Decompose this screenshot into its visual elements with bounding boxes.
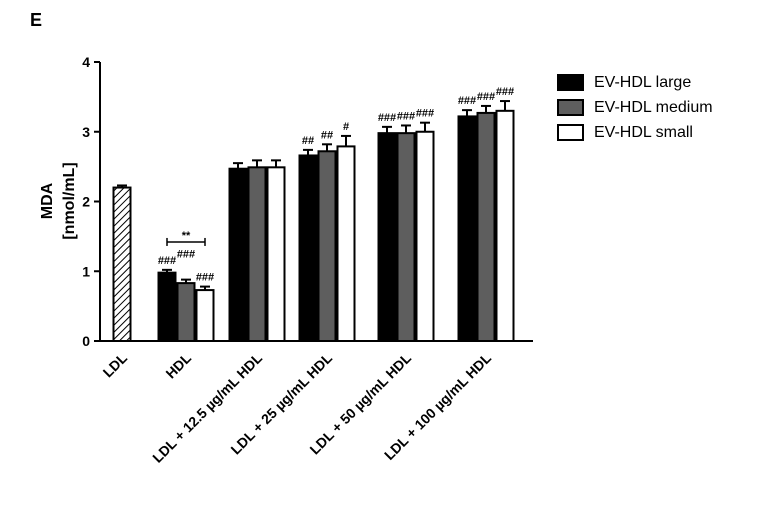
legend-item: EV-HDL medium (557, 95, 713, 120)
legend-label: EV-HDL medium (594, 98, 713, 116)
legend-item: EV-HDL large (557, 70, 713, 95)
x-tick-label: HDL (162, 349, 194, 381)
legend-swatch (557, 74, 584, 91)
legend-label: EV-HDL large (594, 73, 692, 91)
legend-item: EV-HDL small (557, 120, 713, 145)
bar (176, 282, 196, 343)
bar (396, 132, 416, 342)
significance-marker: ### (378, 112, 396, 124)
bar (157, 271, 177, 342)
significance-marker: ### (496, 86, 514, 98)
significance-marker: # (343, 121, 349, 133)
significance-marker: ### (397, 110, 415, 122)
legend-swatch (557, 99, 584, 116)
bar (247, 166, 267, 342)
y-axis-label: MDA [nmol/mL] (39, 162, 78, 239)
bar (228, 167, 248, 342)
bar (457, 115, 477, 342)
y-tick-label: 2 (82, 194, 90, 210)
y-tick-label: 0 (82, 333, 90, 349)
significance-label: ** (182, 230, 191, 242)
bar (476, 111, 496, 343)
bar (298, 154, 318, 342)
significance-marker: ### (477, 91, 495, 103)
significance-marker: ## (302, 135, 314, 147)
bar (317, 150, 337, 342)
panel-label: E (30, 10, 43, 30)
legend-label: EV-HDL small (594, 123, 693, 141)
significance-marker: ### (416, 108, 434, 120)
y-tick-label: 3 (82, 124, 90, 140)
significance-marker: ### (158, 255, 176, 267)
bar (495, 109, 515, 342)
bar (336, 145, 356, 342)
bar (415, 130, 435, 342)
y-axis-label-line2: [nmol/mL] (61, 162, 78, 239)
significance-marker: ### (177, 249, 195, 261)
bar (266, 166, 286, 342)
bar (112, 186, 132, 342)
legend: EV-HDL large EV-HDL medium EV-HDL small (557, 70, 713, 145)
y-axis-label-line1: MDA (39, 182, 56, 219)
legend-swatch (557, 124, 584, 141)
bar (195, 289, 215, 342)
y-tick-label: 4 (82, 54, 90, 70)
x-tick-label: LDL (100, 349, 131, 380)
bar (377, 132, 397, 342)
significance-marker: ### (458, 95, 476, 107)
significance-marker: ## (321, 129, 333, 141)
y-tick-label: 1 (82, 263, 90, 279)
significance-marker: ### (196, 272, 214, 284)
